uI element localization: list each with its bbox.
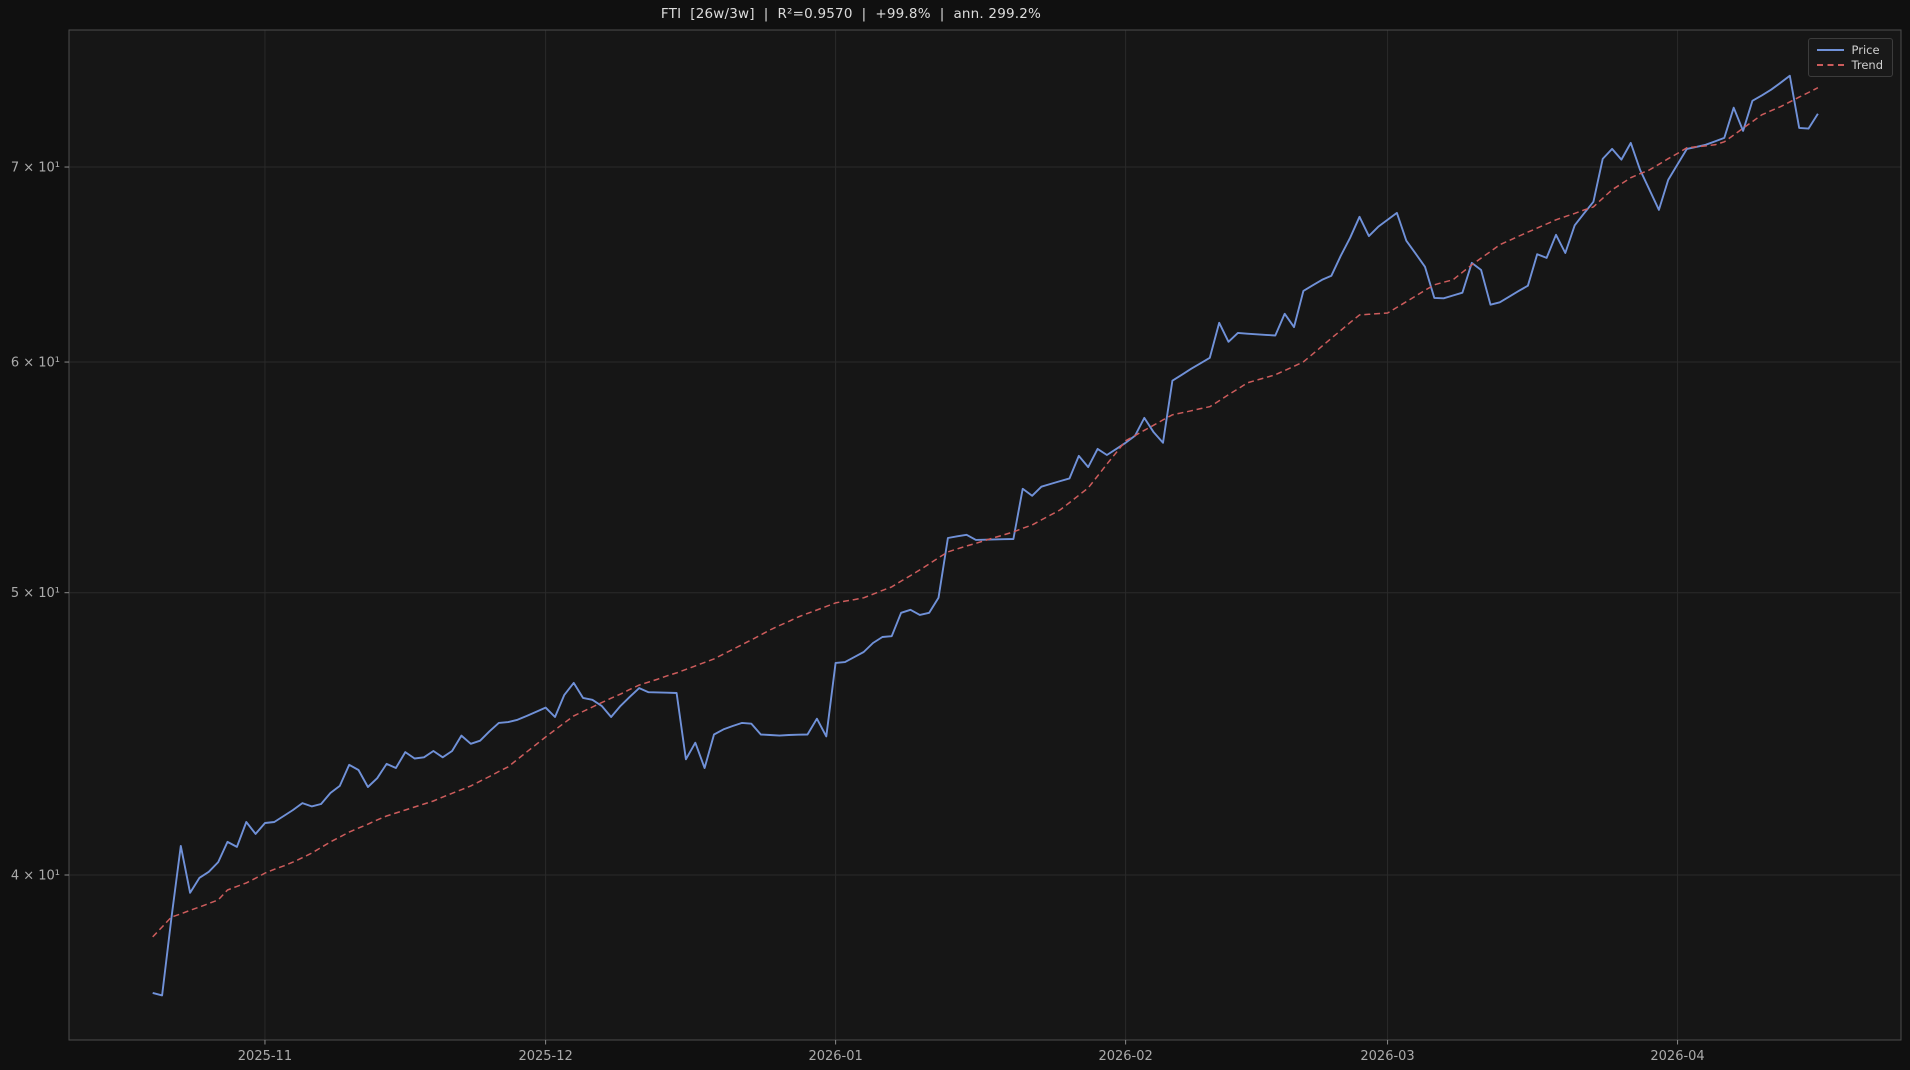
legend-item-price: Price <box>1816 43 1883 57</box>
axes-spines <box>68 29 1902 1041</box>
x-tick-label: 2026-01 <box>808 1049 862 1064</box>
chart-title: FTI [26w/3w] | R²=0.9570 | +99.8% | ann.… <box>660 6 1042 22</box>
legend-label-price: Price <box>1851 43 1880 57</box>
legend: Price Trend <box>1807 38 1893 77</box>
x-tick-label: 2025-12 <box>518 1049 572 1064</box>
plot-area <box>69 30 1901 1040</box>
legend-label-trend: Trend <box>1851 58 1883 72</box>
x-tick-label: 2026-02 <box>1098 1049 1152 1064</box>
y-tick-label: 5 × 10¹ <box>11 586 60 601</box>
y-tick-label: 6 × 10¹ <box>11 356 60 371</box>
y-tick-label: 7 × 10¹ <box>11 161 60 176</box>
x-tick-label: 2025-11 <box>238 1049 292 1064</box>
y-tick-label: 4 × 10¹ <box>11 869 60 884</box>
price-line <box>152 74 1819 997</box>
x-tick-label: 2026-04 <box>1650 1049 1704 1064</box>
trend-line-swatch <box>1816 64 1844 66</box>
legend-item-trend: Trend <box>1816 58 1883 72</box>
x-tick-label: 2026-03 <box>1360 1049 1414 1064</box>
trend-line <box>152 87 1819 938</box>
price-line-swatch <box>1816 49 1844 51</box>
